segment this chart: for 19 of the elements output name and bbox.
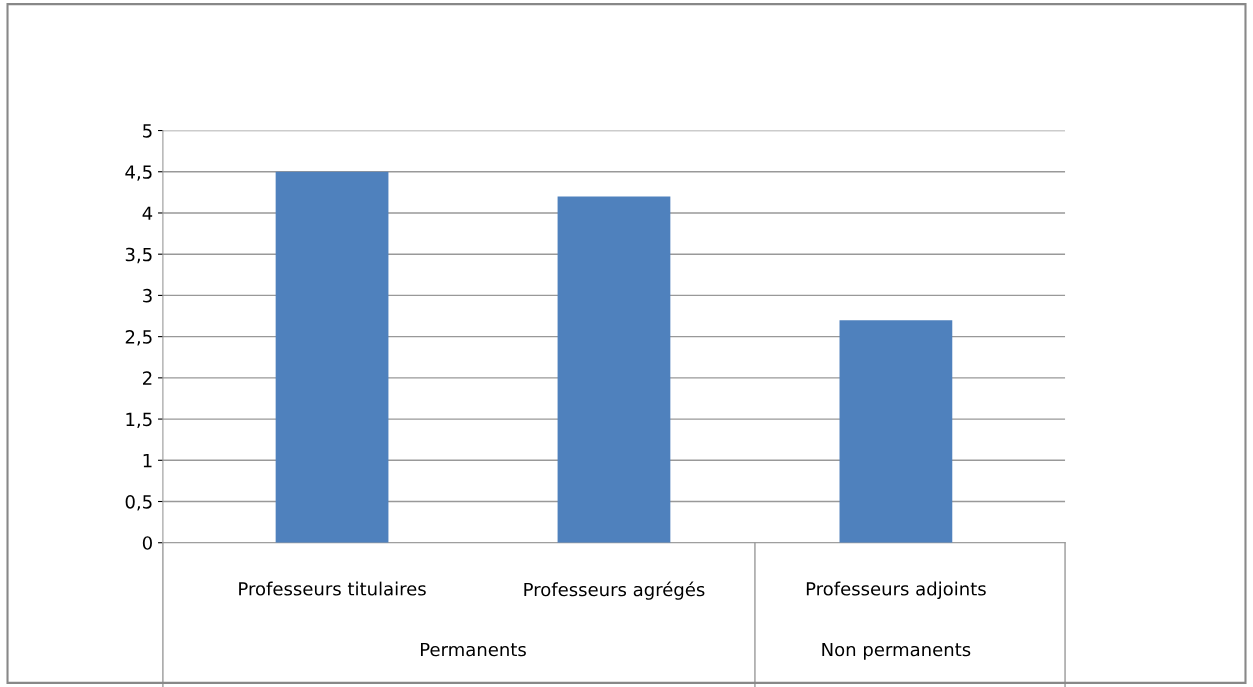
bar <box>839 320 953 543</box>
x-tick-label: Professeurs titulaires <box>239 581 426 596</box>
y-tick-label: 5 <box>143 124 152 138</box>
y-tick-label: 4 <box>142 206 153 220</box>
y-tick-label: 4,5 <box>125 165 152 181</box>
y-tick-label: 0,5 <box>125 494 152 511</box>
y-tick-label: 2,5 <box>125 330 152 346</box>
x-tick-label: Professeurs adjoints <box>806 581 986 600</box>
y-tick-label: 2 <box>143 371 152 385</box>
text: Permanents <box>420 642 526 657</box>
bar <box>275 171 389 543</box>
y-tick-label: 3 <box>143 288 152 303</box>
bar <box>557 196 671 543</box>
y-tick-label: 1 <box>143 453 152 468</box>
y-tick-label: 1,5 <box>126 412 152 429</box>
y-tick-label: 0 <box>142 536 152 550</box>
y-tick-label: 3,5 <box>125 247 152 264</box>
text: Non permanents <box>822 642 971 660</box>
x-tick-label: Professeurs agrégés <box>524 581 705 600</box>
